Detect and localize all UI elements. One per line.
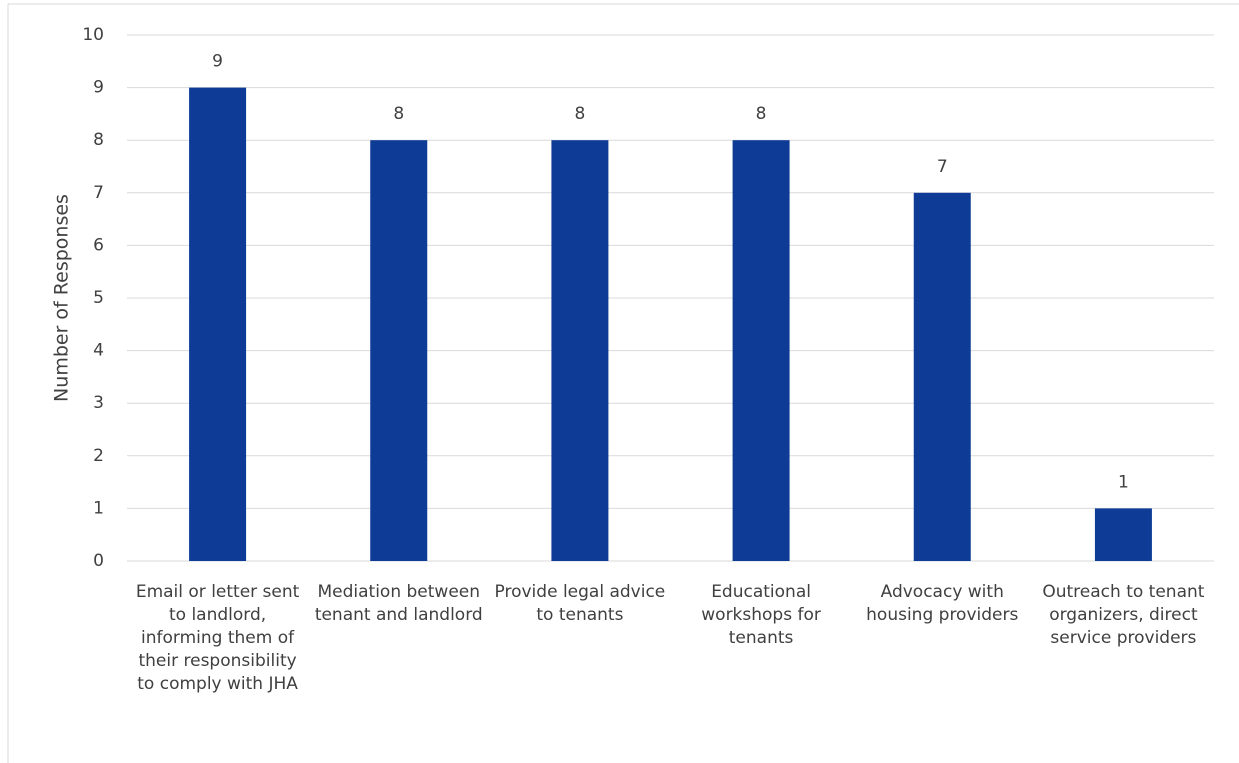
data-label: 9 xyxy=(212,52,223,72)
x-tick-label: Advocacy with housing providers xyxy=(866,582,1019,625)
y-tick-label: 1 xyxy=(93,498,104,518)
y-tick-label: 7 xyxy=(93,183,104,203)
data-label: 8 xyxy=(756,104,767,124)
y-tick-label: 5 xyxy=(93,288,104,308)
y-tick-label: 4 xyxy=(93,341,104,361)
bar xyxy=(732,140,790,561)
y-tick-label: 6 xyxy=(93,235,104,255)
y-tick-label: 2 xyxy=(93,446,104,466)
bar xyxy=(1094,508,1152,561)
y-axis-title: Number of Responses xyxy=(51,194,73,402)
y-tick-label: 8 xyxy=(93,130,104,150)
data-label: 1 xyxy=(1118,472,1129,492)
y-tick-label: 3 xyxy=(93,393,104,413)
y-tick-label: 10 xyxy=(82,25,104,45)
x-tick-label: Outreach to tenant organizers, direct se… xyxy=(1042,582,1205,648)
data-label: 7 xyxy=(937,157,948,177)
y-tick-label: 9 xyxy=(93,78,104,98)
x-tick-label: Provide legal advice to tenants xyxy=(494,582,666,625)
y-tick-label: 0 xyxy=(93,551,104,571)
x-tick-label: Mediation between tenant and landlord xyxy=(314,582,483,625)
x-tick-label: Email or letter sent to landlord, inform… xyxy=(135,582,300,694)
bar xyxy=(370,140,428,561)
x-tick-label: Educational workshops for tenants xyxy=(701,582,821,648)
bar xyxy=(551,140,609,561)
bar xyxy=(913,192,971,562)
bar xyxy=(189,87,247,561)
data-label: 8 xyxy=(575,104,586,124)
data-label: 8 xyxy=(393,104,404,124)
